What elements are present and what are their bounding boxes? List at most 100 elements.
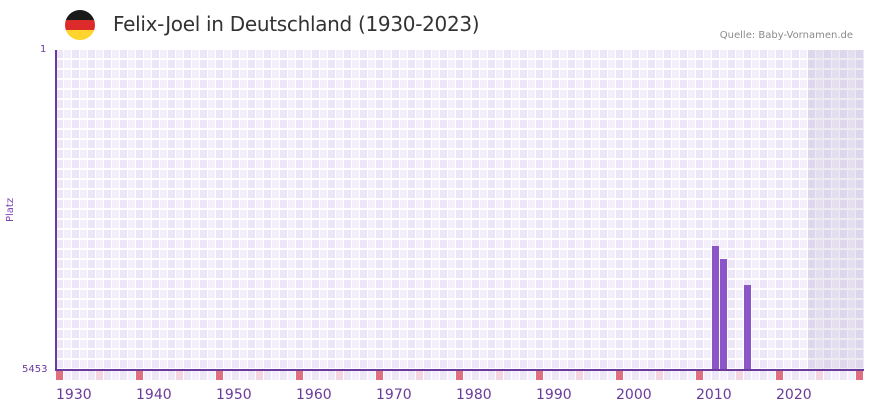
year-cell [168, 371, 175, 380]
year-cell [792, 371, 799, 380]
year-cell [280, 371, 287, 380]
year-cell [144, 371, 151, 380]
year-cell [480, 371, 487, 380]
year-cell [672, 371, 679, 380]
year-cell [408, 371, 415, 380]
year-cell [392, 371, 399, 380]
half-decade-marker [576, 371, 583, 380]
year-cell [544, 371, 551, 380]
year-cell [712, 371, 719, 380]
year-cell [80, 371, 87, 380]
year-cell [800, 371, 807, 380]
year-cell [728, 371, 735, 380]
shaded-future-region [808, 50, 864, 370]
year-cell [208, 371, 215, 380]
y-axis-title: Platz [5, 197, 16, 222]
x-tick-label: 1970 [376, 387, 412, 403]
year-cell [304, 371, 311, 380]
decade-marker [56, 371, 63, 380]
year-cell [448, 371, 455, 380]
year-cell [440, 371, 447, 380]
bar-2012[interactable] [712, 245, 719, 370]
half-decade-marker [816, 371, 823, 380]
year-cell [784, 371, 791, 380]
half-decade-marker [416, 371, 423, 380]
year-cell [160, 371, 167, 380]
year-cell [432, 371, 439, 380]
year-cell [272, 371, 279, 380]
decade-marker [776, 371, 783, 380]
decade-marker [136, 371, 143, 380]
year-cell [200, 371, 207, 380]
source-label: Quelle: Baby-Vornamen.de [719, 30, 853, 41]
year-cell [640, 371, 647, 380]
germany-flag-icon [65, 10, 95, 40]
year-cell [592, 371, 599, 380]
x-axis-line [56, 369, 864, 371]
bar-2013[interactable] [720, 258, 727, 370]
decade-marker [296, 371, 303, 380]
year-cell [64, 371, 71, 380]
year-cell [320, 371, 327, 380]
year-cell [464, 371, 471, 380]
year-cell [568, 371, 575, 380]
bar-2016[interactable] [744, 284, 751, 370]
x-tick-label: 1930 [56, 387, 92, 403]
x-tick-label: 1960 [296, 387, 332, 403]
year-cell [264, 371, 271, 380]
half-decade-marker [256, 371, 263, 380]
half-decade-marker [336, 371, 343, 380]
x-tick-label: 1940 [136, 387, 172, 403]
year-cell [472, 371, 479, 380]
year-cell [720, 371, 727, 380]
year-cell [704, 371, 711, 380]
year-cell [624, 371, 631, 380]
year-cell [384, 371, 391, 380]
year-cell [488, 371, 495, 380]
y-axis-line [55, 50, 57, 371]
decade-marker [616, 371, 623, 380]
half-decade-marker [736, 371, 743, 380]
y-axis-bottom-label: 5453 [22, 364, 48, 375]
year-cell [312, 371, 319, 380]
year-cell [360, 371, 367, 380]
year-cell [528, 371, 535, 380]
x-tick-label: 2020 [776, 387, 812, 403]
year-cell [424, 371, 431, 380]
x-tick-label: 2000 [616, 387, 652, 403]
year-cell [128, 371, 135, 380]
x-tick-label: 1950 [216, 387, 252, 403]
year-cell [552, 371, 559, 380]
decade-marker [696, 371, 703, 380]
year-cell [824, 371, 831, 380]
year-cell [224, 371, 231, 380]
year-cell [768, 371, 775, 380]
x-tick-label: 2010 [696, 387, 732, 403]
year-cell [808, 371, 815, 380]
year-cell [232, 371, 239, 380]
half-decade-marker [96, 371, 103, 380]
decade-marker [456, 371, 463, 380]
year-cell [664, 371, 671, 380]
half-decade-marker [176, 371, 183, 380]
year-cell [248, 371, 255, 380]
year-cell [352, 371, 359, 380]
grid-rows [56, 50, 864, 370]
year-cell [520, 371, 527, 380]
half-decade-marker [656, 371, 663, 380]
decade-marker [376, 371, 383, 380]
year-cell [840, 371, 847, 380]
year-cell [240, 371, 247, 380]
year-cell [832, 371, 839, 380]
year-cell [328, 371, 335, 380]
year-cell [648, 371, 655, 380]
decade-marker [536, 371, 543, 380]
year-cell [752, 371, 759, 380]
year-cell [72, 371, 79, 380]
year-markers [56, 371, 864, 380]
year-cell [288, 371, 295, 380]
half-decade-marker [496, 371, 503, 380]
year-cell [104, 371, 111, 380]
year-cell [744, 371, 751, 380]
year-cell [368, 371, 375, 380]
